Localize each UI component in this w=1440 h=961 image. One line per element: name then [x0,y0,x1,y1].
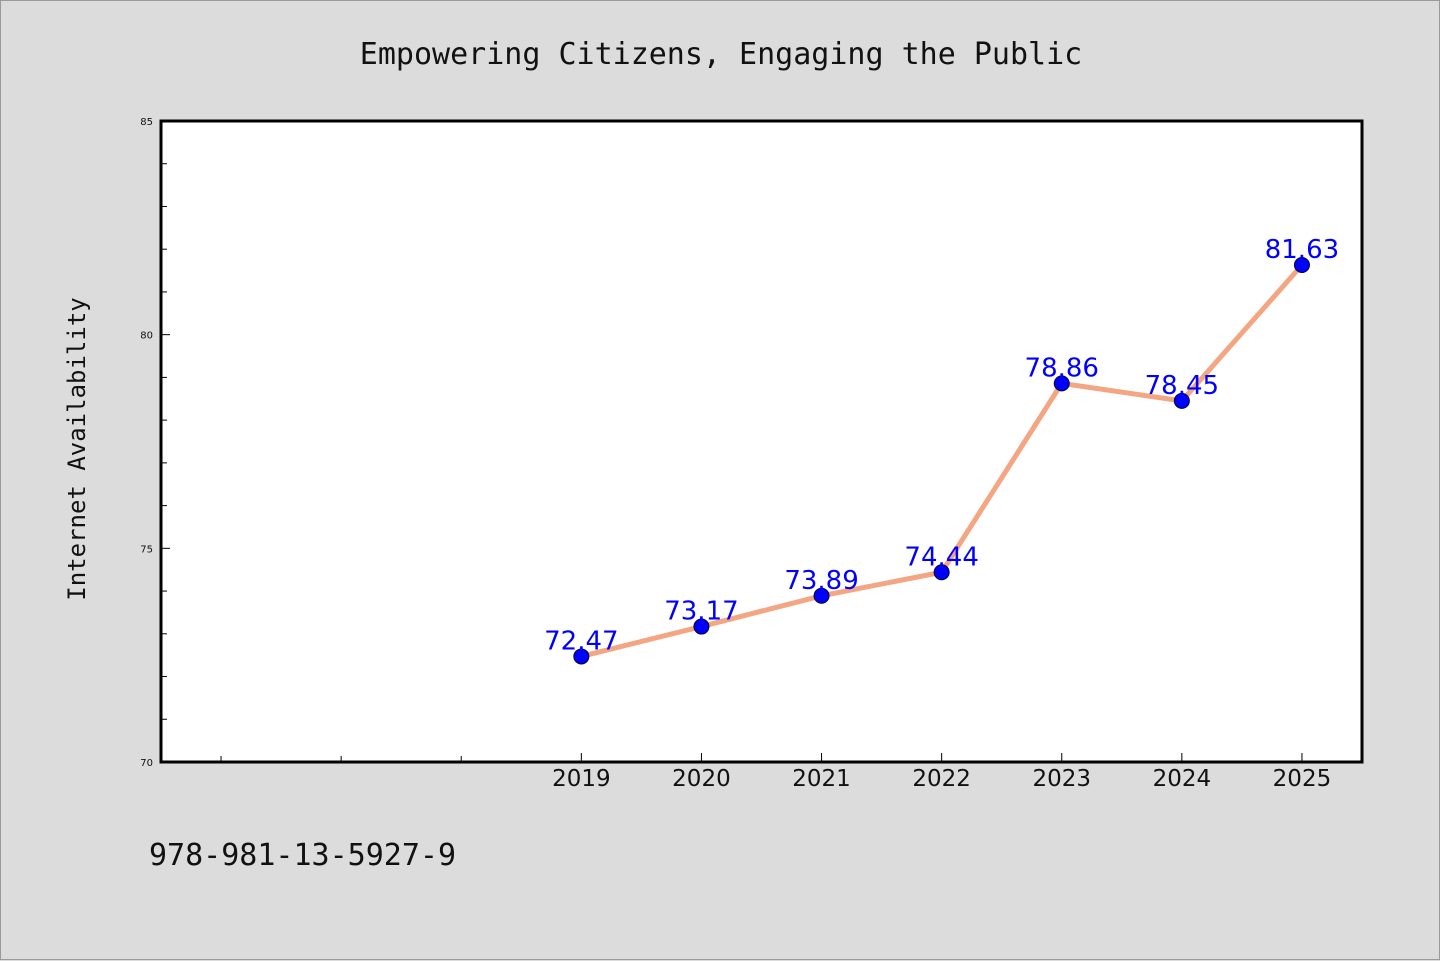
data-point [813,587,830,604]
y-tick-label: 70 [140,758,153,769]
series-layer [573,257,1310,665]
data-label: 78.86 [1025,353,1099,383]
data-point [573,648,590,665]
data-point [1173,392,1190,409]
y-tick-label: 75 [140,544,153,555]
data-label: 73.17 [664,597,738,627]
axis-ticks: 70 75 80 85 2019 2020 2021 2022 2023 2024 2025 [140,117,1331,792]
data-label: 78.45 [1145,371,1219,401]
x-tick-label: 2024 [1153,766,1212,792]
data-point [933,564,950,581]
footer-code: 978-981-13-5927-9 [149,838,456,873]
chart-title: Empowering Citizens, Engaging the Public [360,37,1082,72]
y-tick-label: 85 [140,117,153,128]
x-tick-label: 2025 [1273,766,1332,792]
data-label: 72.47 [544,626,618,656]
x-tick-label: 2022 [912,766,971,792]
x-tick-label: 2020 [672,766,731,792]
data-point [693,618,710,635]
plot-frame [159,119,1364,764]
y-axis-label: Internet Availability [63,297,91,600]
x-tick-label: 2021 [792,766,851,792]
data-point [1053,375,1070,392]
data-label: 74.44 [904,542,978,572]
data-label: 73.89 [784,566,858,596]
y-tick-label: 80 [140,331,153,342]
x-tick-label: 2023 [1032,766,1091,792]
data-label: 81.63 [1265,235,1339,265]
data-labels-layer: 72.47 73.17 73.89 74.44 78.86 78.45 81.63 [544,235,1339,656]
plot-area [161,121,1362,762]
x-tick-label: 2019 [552,766,611,792]
data-point [1293,257,1310,274]
